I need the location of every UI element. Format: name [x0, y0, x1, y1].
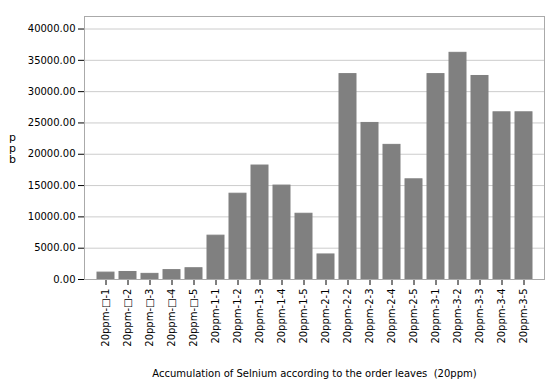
svg-text:20ppm-3-2: 20ppm-3-2	[452, 289, 463, 344]
svg-text:20ppm-□-3: 20ppm-□-3	[144, 289, 155, 347]
svg-text:20ppm-1-4: 20ppm-1-4	[276, 289, 287, 344]
svg-text:20ppm-1-2: 20ppm-1-2	[232, 289, 243, 344]
svg-text:20ppm-□-5: 20ppm-□-5	[188, 289, 199, 347]
svg-text:Accumulation of Selnium accord: Accumulation of Selnium according to the…	[152, 368, 476, 379]
svg-text:20ppm-□-4: 20ppm-□-4	[166, 289, 177, 347]
svg-text:35000.00: 35000.00	[28, 55, 76, 66]
svg-text:20ppm-2-2: 20ppm-2-2	[342, 289, 353, 344]
svg-text:20ppm-2-1: 20ppm-2-1	[320, 289, 331, 344]
svg-text:20ppm-2-4: 20ppm-2-4	[386, 289, 397, 344]
svg-text:20000.00: 20000.00	[28, 148, 76, 159]
svg-text:20ppm-1-5: 20ppm-1-5	[298, 289, 309, 344]
svg-text:20ppm-1-1: 20ppm-1-1	[210, 289, 221, 344]
svg-text:ppb: ppb	[9, 131, 16, 166]
svg-text:20ppm-□-1: 20ppm-□-1	[100, 289, 111, 347]
svg-text:5000.00: 5000.00	[34, 242, 75, 253]
svg-text:20ppm-2-5: 20ppm-2-5	[408, 289, 419, 344]
svg-text:25000.00: 25000.00	[28, 117, 76, 128]
svg-text:0.00: 0.00	[53, 274, 75, 285]
svg-text:20ppm-3-3: 20ppm-3-3	[474, 289, 485, 344]
svg-text:20ppm-1-3: 20ppm-1-3	[254, 289, 265, 344]
svg-text:20ppm-3-1: 20ppm-3-1	[430, 289, 441, 344]
svg-text:20ppm-□-2: 20ppm-□-2	[122, 289, 133, 347]
svg-text:20ppm-2-3: 20ppm-2-3	[364, 289, 375, 344]
svg-text:15000.00: 15000.00	[28, 180, 76, 191]
svg-text:40000.00: 40000.00	[28, 23, 76, 34]
svg-text:20ppm-3-5: 20ppm-3-5	[518, 289, 529, 344]
svg-text:30000.00: 30000.00	[28, 86, 76, 97]
svg-text:10000.00: 10000.00	[28, 211, 76, 222]
svg-text:20ppm-3-4: 20ppm-3-4	[496, 289, 507, 344]
